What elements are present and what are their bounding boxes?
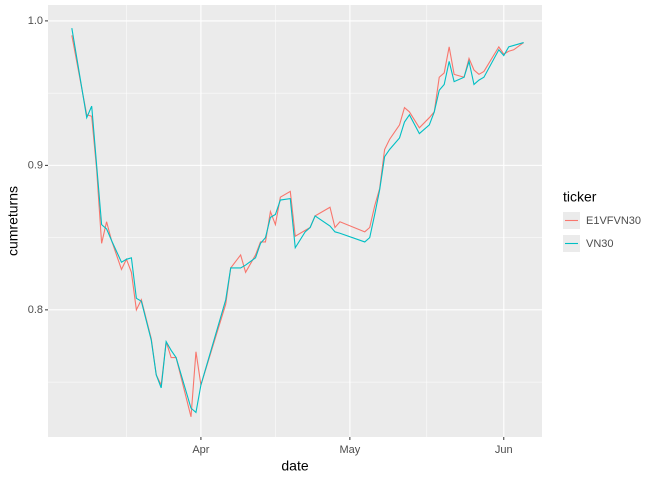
y-tick-label: 0.8 — [28, 304, 43, 316]
legend-label: E1VFVN30 — [586, 215, 641, 227]
x-axis-title: date — [281, 458, 308, 474]
panel — [48, 5, 542, 437]
legend-label: VN30 — [586, 238, 614, 250]
y-tick-label: 0.9 — [28, 159, 43, 171]
y-axis-title: cumreturns — [5, 186, 21, 256]
x-tick-label: Jun — [495, 444, 513, 456]
grid — [48, 5, 542, 437]
x-tick-label: May — [339, 444, 360, 456]
legend-title: ticker — [563, 189, 597, 205]
line — [71, 28, 524, 414]
lines — [71, 28, 524, 417]
legend: E1VFVN30 VN30 — [563, 212, 641, 252]
line — [71, 35, 524, 417]
x-tick-label: Apr — [192, 444, 209, 456]
y-tick-label: 1.0 — [28, 15, 43, 27]
